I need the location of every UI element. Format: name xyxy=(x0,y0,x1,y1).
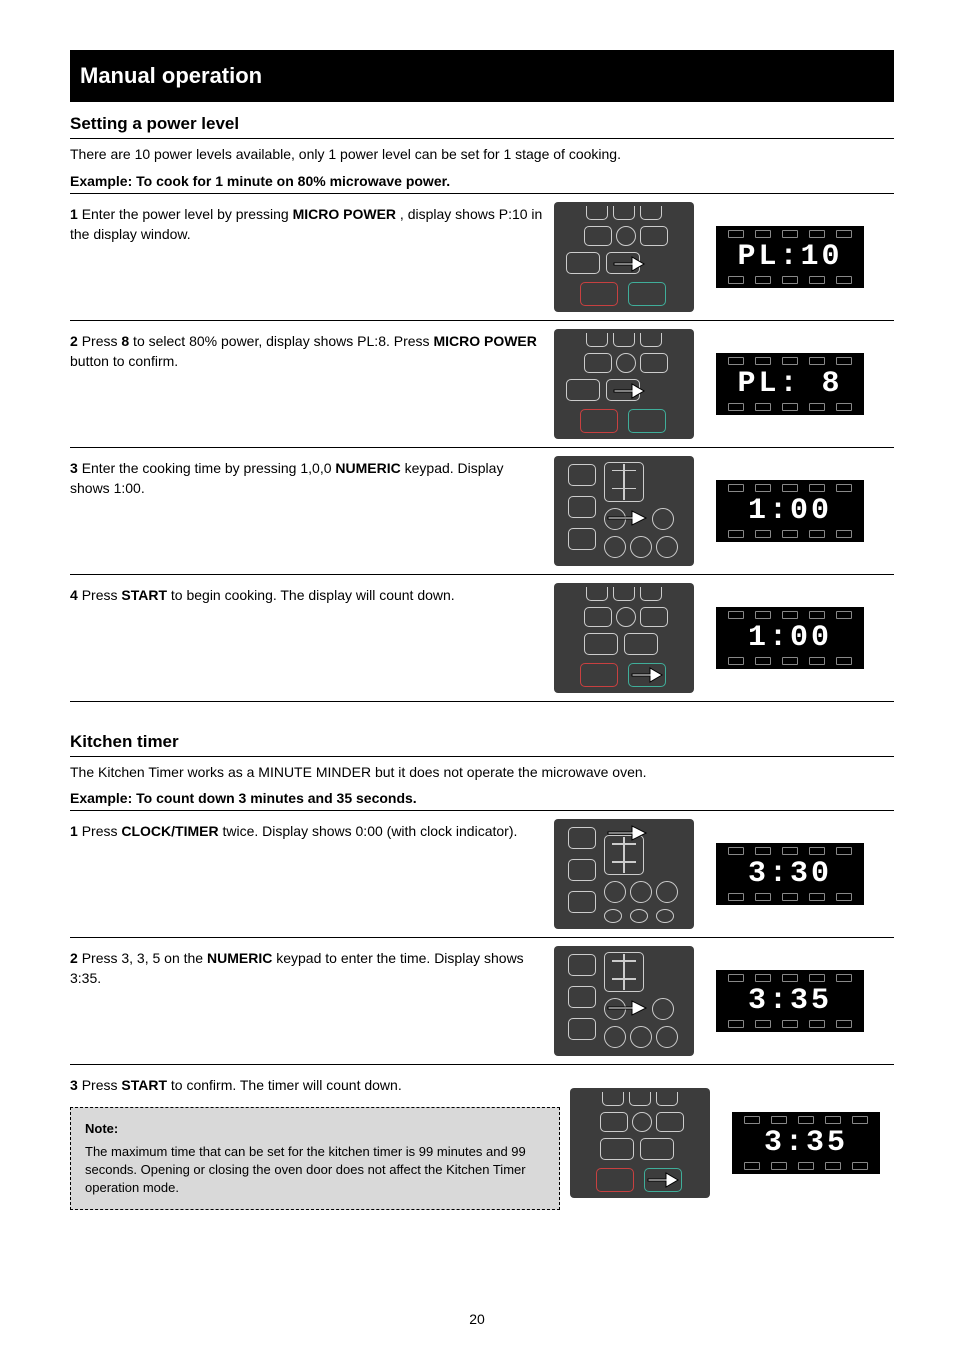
arrow-cursor-icon xyxy=(644,1166,680,1192)
step-visual: 1:00 xyxy=(554,575,894,701)
section-kitchen-timer: Kitchen timer The Kitchen Timer works as… xyxy=(70,732,894,1221)
step-visual: 1:00 xyxy=(554,448,894,574)
step-number: 3 xyxy=(70,1077,78,1093)
section-title: Kitchen timer xyxy=(70,732,894,757)
page-header: Manual operation xyxy=(70,50,894,102)
keypad-graphic xyxy=(554,583,694,693)
btn-label: MICRO POWER xyxy=(293,206,400,222)
lcd-text: PL:10 xyxy=(737,240,842,274)
step-text: 3 Enter the cooking time by pressing 1,0… xyxy=(70,448,554,574)
step-row: 3 Press START to confirm. The timer will… xyxy=(70,1064,894,1220)
lcd-text: 3:35 xyxy=(748,984,832,1018)
lcd-text: PL: 8 xyxy=(737,367,842,401)
step-visual: PL:10 xyxy=(554,194,894,320)
btn-label: CLOCK/TIMER xyxy=(121,823,222,839)
keypad-graphic xyxy=(554,456,694,566)
step-text: 2 Press 3, 3, 5 on the NUMERIC keypad to… xyxy=(70,938,554,1064)
keypad-graphic xyxy=(554,946,694,1056)
arrow-cursor-icon xyxy=(628,661,664,687)
step-text: 1 Press CLOCK/TIMER twice. Display shows… xyxy=(70,811,554,937)
section-intro: There are 10 power levels available, onl… xyxy=(70,145,894,165)
header-title: Manual operation xyxy=(80,63,262,89)
step-number: 3 xyxy=(70,460,78,476)
keypad-graphic xyxy=(570,1088,710,1198)
example-line: Example: To count down 3 minutes and 35 … xyxy=(70,790,894,806)
lcd-text: 3:30 xyxy=(748,857,832,891)
step-row: 2 Press 3, 3, 5 on the NUMERIC keypad to… xyxy=(70,937,894,1064)
step-row: 3 Enter the cooking time by pressing 1,0… xyxy=(70,447,894,574)
step-row: 2 Press 8 to select 80% power, display s… xyxy=(70,320,894,447)
step-body: Enter the power level by pressing xyxy=(82,206,293,222)
step-text: 1 Enter the power level by pressing MICR… xyxy=(70,194,554,320)
lcd-display: 3:35 xyxy=(716,970,864,1032)
btn-label: NUMERIC xyxy=(207,950,276,966)
step-row: 1 Enter the power level by pressing MICR… xyxy=(70,193,894,320)
step-row: 1 Press CLOCK/TIMER twice. Display shows… xyxy=(70,810,894,937)
page-number: 20 xyxy=(0,1311,954,1327)
btn-label: START xyxy=(121,1077,171,1093)
step-number: 1 xyxy=(70,206,78,222)
lcd-display: 3:30 xyxy=(716,843,864,905)
section-intro: The Kitchen Timer works as a MINUTE MIND… xyxy=(70,763,894,783)
lcd-display: PL:10 xyxy=(716,226,864,288)
arrow-cursor-icon xyxy=(610,377,646,403)
lcd-display: 1:00 xyxy=(716,607,864,669)
step-body: Press xyxy=(82,333,122,349)
note-box: Note: The maximum time that can be set f… xyxy=(70,1107,560,1210)
keypad-graphic xyxy=(554,819,694,929)
lcd-display: 3:35 xyxy=(732,1112,880,1174)
note-title: Note: xyxy=(85,1120,545,1138)
btn-label-2: MICRO POWER xyxy=(433,333,536,349)
step-visual: PL: 8 xyxy=(554,321,894,447)
step-text: 4 Press START to begin cooking. The disp… xyxy=(70,575,554,701)
arrow-cursor-icon xyxy=(604,994,648,1020)
lcd-text: 3:35 xyxy=(764,1126,848,1160)
keypad-graphic xyxy=(554,329,694,439)
arrow-cursor-icon xyxy=(610,250,646,276)
note-body: The maximum time that can be set for the… xyxy=(85,1143,545,1198)
step-row: 4 Press START to begin cooking. The disp… xyxy=(70,574,894,702)
step-number: 4 xyxy=(70,587,78,603)
arrow-cursor-icon xyxy=(604,819,648,845)
section-title: Setting a power level xyxy=(70,114,894,139)
step-number: 1 xyxy=(70,823,78,839)
btn-label: NUMERIC xyxy=(335,460,404,476)
lcd-text: 1:00 xyxy=(748,621,832,655)
step-visual: 3:30 xyxy=(554,811,894,937)
btn-label: 8 xyxy=(121,333,129,349)
keypad-graphic xyxy=(554,202,694,312)
step-visual: 3:35 xyxy=(554,938,894,1064)
btn-label: START xyxy=(121,587,171,603)
step-number: 2 xyxy=(70,950,78,966)
step-text: 2 Press 8 to select 80% power, display s… xyxy=(70,321,554,447)
lcd-text: 1:00 xyxy=(748,494,832,528)
step-number: 2 xyxy=(70,333,78,349)
arrow-cursor-icon xyxy=(604,504,648,530)
step-text: 3 Press START to confirm. The timer will… xyxy=(70,1065,570,1220)
lcd-display: PL: 8 xyxy=(716,353,864,415)
step-visual: 3:35 xyxy=(570,1065,910,1220)
lcd-display: 1:00 xyxy=(716,480,864,542)
section-power-level: Setting a power level There are 10 power… xyxy=(70,114,894,702)
example-line: Example: To cook for 1 minute on 80% mic… xyxy=(70,173,894,189)
